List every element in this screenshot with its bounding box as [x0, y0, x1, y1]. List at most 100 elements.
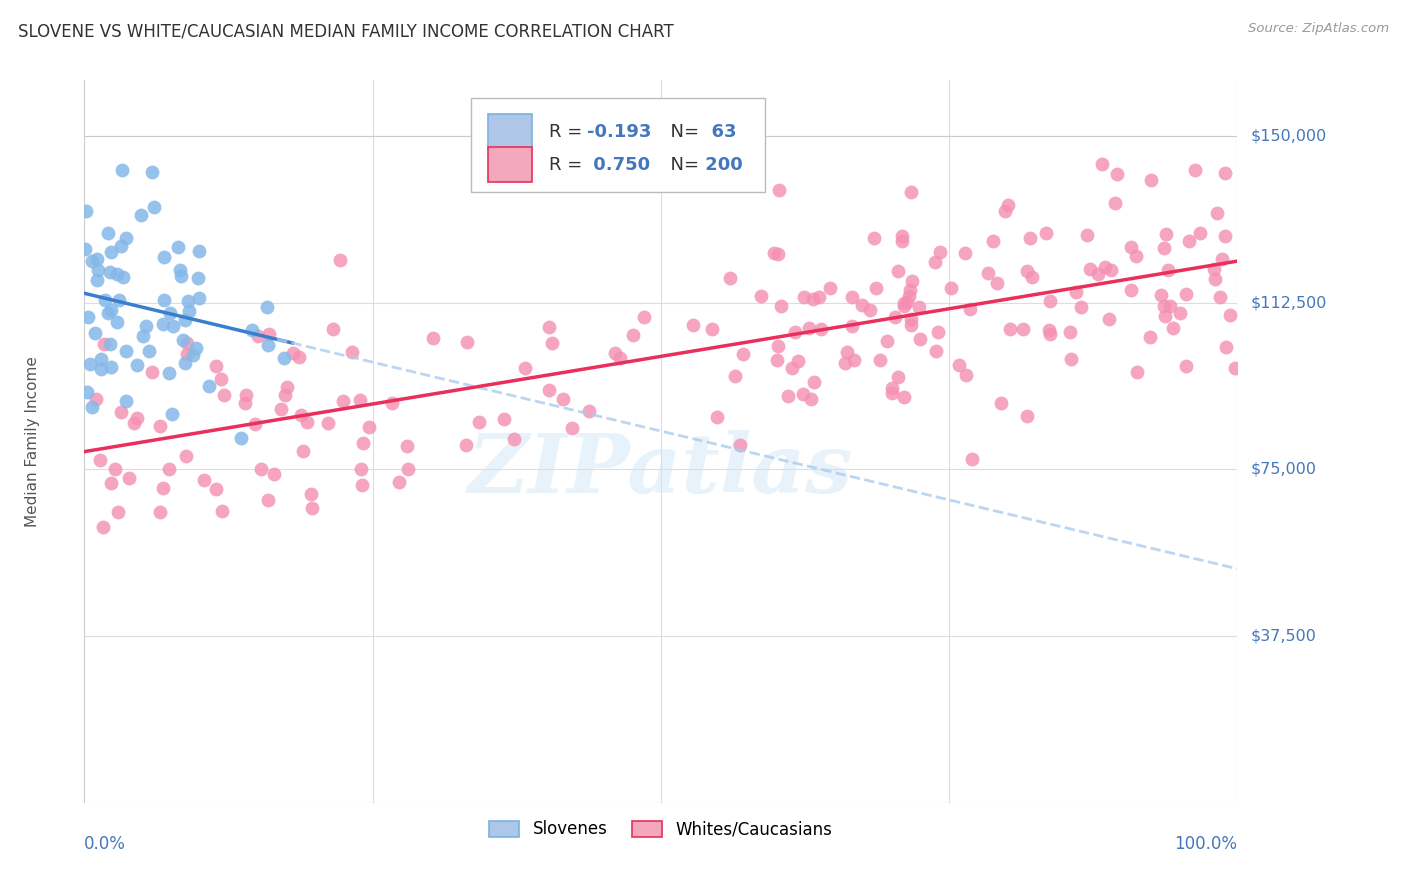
- Point: [927, 325, 949, 339]
- Point: [153, 250, 176, 264]
- Point: [135, 318, 157, 333]
- Text: -0.193: -0.193: [588, 122, 651, 141]
- Point: [768, 183, 790, 197]
- Point: [1177, 234, 1199, 248]
- Point: [79, 357, 101, 371]
- Point: [785, 325, 807, 339]
- Point: [256, 301, 278, 315]
- Point: [114, 343, 136, 358]
- Point: [1064, 285, 1087, 299]
- Point: [1000, 322, 1022, 336]
- Point: [273, 351, 295, 366]
- Point: [492, 412, 515, 426]
- Point: [1168, 306, 1191, 320]
- Point: [1078, 262, 1101, 277]
- Point: [865, 281, 887, 295]
- Point: [884, 310, 907, 325]
- Point: [859, 303, 882, 318]
- Point: [898, 283, 921, 297]
- Point: [112, 269, 135, 284]
- Point: [350, 462, 373, 476]
- Point: [149, 505, 172, 519]
- Text: $112,500: $112,500: [1251, 295, 1327, 310]
- Point: [90, 362, 112, 376]
- Point: [188, 291, 211, 305]
- Point: [1211, 252, 1233, 266]
- Point: [780, 360, 803, 375]
- Text: R =: R =: [548, 156, 588, 174]
- Point: [948, 358, 970, 372]
- Point: [396, 462, 419, 476]
- Point: [1017, 263, 1039, 277]
- Point: [778, 388, 800, 402]
- Point: [1157, 263, 1180, 277]
- Point: [86, 392, 108, 407]
- Point: [891, 229, 914, 244]
- Point: [73, 243, 96, 257]
- Point: [953, 245, 976, 260]
- Point: [1219, 309, 1241, 323]
- Point: [283, 346, 305, 360]
- Point: [110, 405, 132, 419]
- Point: [900, 274, 922, 288]
- Point: [276, 380, 298, 394]
- Point: [118, 471, 141, 485]
- Point: [880, 381, 903, 395]
- Point: [1099, 263, 1122, 277]
- Point: [249, 461, 271, 475]
- Point: [541, 336, 564, 351]
- Point: [422, 331, 444, 345]
- Point: [803, 376, 825, 390]
- Point: [941, 281, 963, 295]
- Point: [97, 226, 120, 240]
- Point: [1038, 322, 1060, 336]
- Point: [456, 438, 478, 452]
- Point: [84, 326, 107, 340]
- Point: [297, 415, 319, 429]
- Point: [229, 431, 252, 445]
- Point: [153, 293, 176, 307]
- Text: N=: N=: [658, 122, 699, 141]
- Point: [718, 271, 741, 285]
- Point: [977, 266, 1000, 280]
- Point: [235, 388, 257, 402]
- Point: [537, 320, 560, 334]
- Point: [157, 367, 180, 381]
- Point: [100, 244, 122, 259]
- Text: 63: 63: [699, 122, 737, 141]
- Text: ZIPatlas: ZIPatlas: [468, 431, 853, 510]
- Point: [1119, 283, 1142, 297]
- Point: [981, 234, 1004, 248]
- Point: [204, 482, 226, 496]
- Point: [160, 407, 183, 421]
- Point: [1156, 227, 1178, 242]
- Point: [197, 378, 219, 392]
- Text: N=: N=: [658, 156, 699, 174]
- Point: [1204, 271, 1226, 285]
- Point: [245, 417, 267, 431]
- Point: [107, 505, 129, 519]
- Point: [1215, 229, 1237, 244]
- Point: [537, 383, 560, 397]
- Point: [98, 265, 121, 279]
- Point: [896, 295, 918, 310]
- Point: [810, 321, 832, 335]
- Point: [908, 332, 931, 346]
- Point: [1094, 260, 1116, 275]
- Point: [1126, 365, 1149, 379]
- Point: [731, 347, 754, 361]
- Point: [841, 290, 863, 304]
- Point: [352, 435, 374, 450]
- Point: [233, 395, 256, 409]
- Point: [290, 408, 312, 422]
- Point: [749, 289, 772, 303]
- Point: [1125, 250, 1147, 264]
- Text: R =: R =: [548, 122, 588, 141]
- Point: [100, 302, 122, 317]
- Point: [900, 311, 922, 326]
- Point: [851, 297, 873, 311]
- Point: [143, 200, 166, 214]
- Point: [322, 322, 344, 336]
- Point: [247, 329, 270, 343]
- Point: [605, 345, 627, 359]
